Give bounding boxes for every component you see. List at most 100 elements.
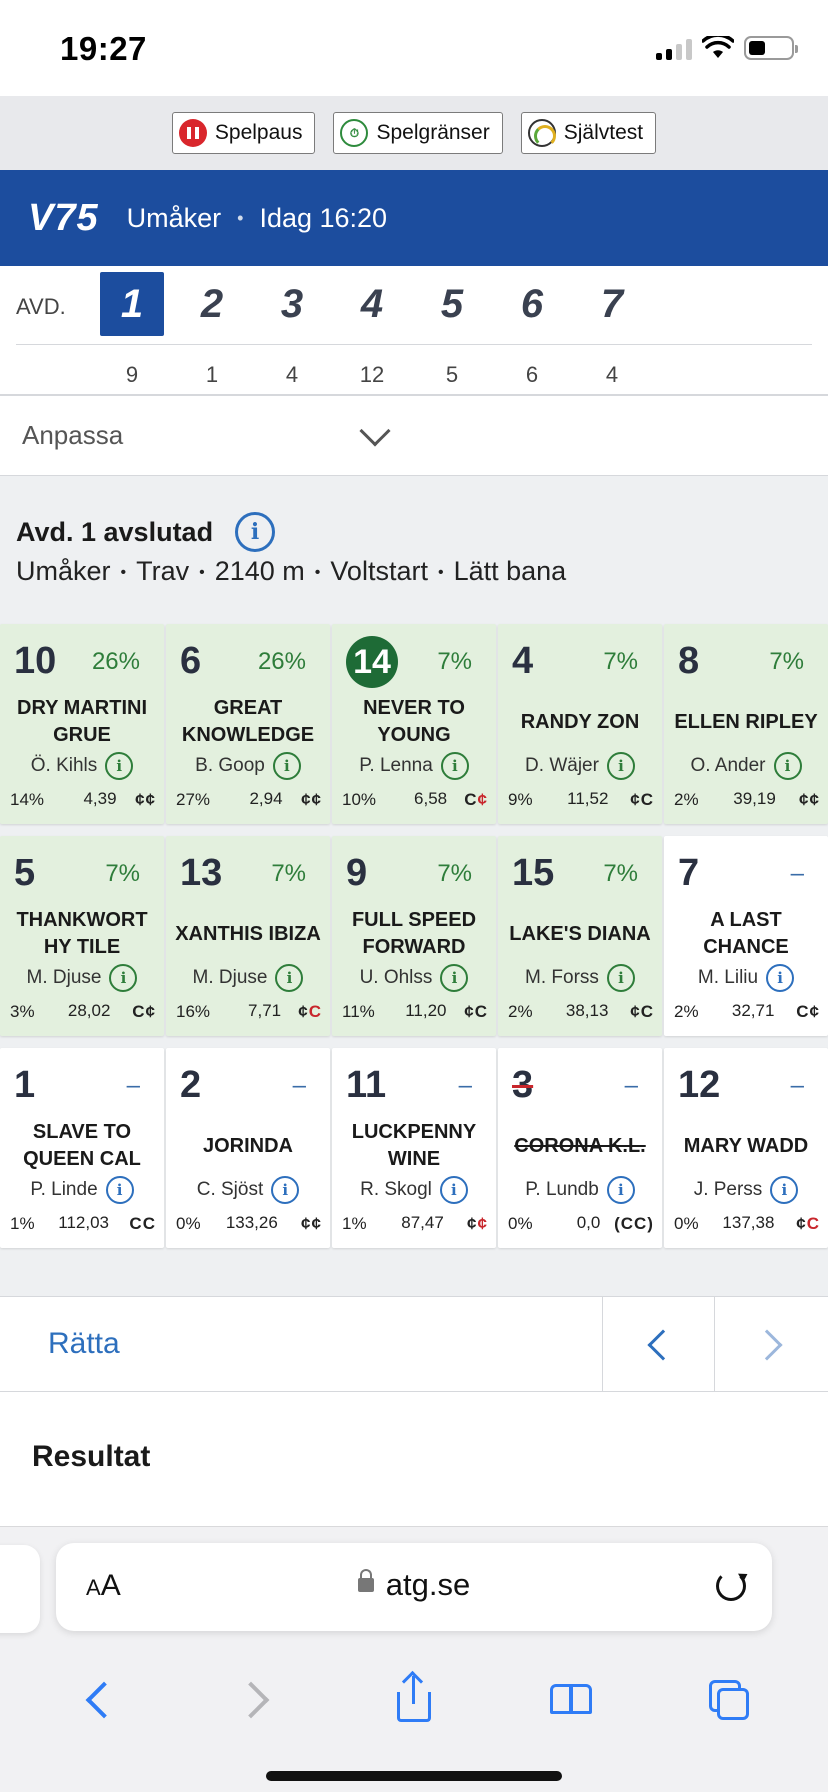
winner-start-number: 14 bbox=[346, 636, 398, 688]
driver-row: B. Goop i bbox=[166, 752, 330, 780]
start-number: 4 bbox=[512, 639, 534, 682]
info-icon[interactable]: i bbox=[272, 752, 301, 780]
limits-icon: ⏱ bbox=[340, 119, 369, 147]
info-icon[interactable]: i bbox=[770, 1176, 799, 1204]
sjalvtest-button[interactable]: Självtest bbox=[520, 112, 657, 154]
info-icon[interactable]: i bbox=[105, 752, 134, 780]
win-stat: 11% bbox=[342, 1002, 375, 1021]
url-display[interactable]: atg.se bbox=[56, 1567, 772, 1603]
reload-icon[interactable] bbox=[716, 1571, 746, 1601]
horse-card[interactable]: 11 – LUCKPENNY WINE R. Skogl i 1% 87,47 ¢¢ bbox=[332, 1048, 496, 1248]
spelpaus-label: Spelpaus bbox=[214, 121, 303, 144]
info-icon[interactable]: i bbox=[606, 1176, 635, 1204]
result-heading: Resultat bbox=[32, 1440, 151, 1473]
spelpaus-button[interactable]: Spelpaus bbox=[171, 112, 316, 154]
shoe-glyph: C bbox=[132, 1002, 146, 1021]
horse-card[interactable]: 12 – MARY WADD J. Perss i 0% 137,38 ¢C bbox=[664, 1048, 828, 1248]
horse-card[interactable]: 4 7% RANDY ZON D. Wäjer i 9% 11,52 ¢C bbox=[498, 624, 662, 824]
ratta-link[interactable]: Rätta bbox=[48, 1327, 120, 1360]
spelgranser-button[interactable]: ⏱ Spelgränser bbox=[333, 112, 503, 154]
chevron-down-icon bbox=[359, 415, 391, 447]
stats-row: 0% 137,38 ¢C bbox=[674, 1214, 820, 1234]
horse-card[interactable]: 15 7% LAKE'S DIANA M. Forss i 2% 38,13 ¢C bbox=[498, 836, 662, 1036]
info-icon[interactable]: i bbox=[275, 964, 304, 992]
tabs-icon[interactable] bbox=[699, 1670, 759, 1730]
horse-card[interactable]: 3 – CORONA K.L. P. Lundb i 0% 0,0 (CC) bbox=[498, 1048, 662, 1248]
start-number: 7 bbox=[678, 851, 700, 894]
chevron-left-icon bbox=[646, 1329, 679, 1361]
shoe-glyph: ¢ bbox=[467, 1214, 478, 1233]
info-icon[interactable]: i bbox=[606, 964, 635, 992]
driver-name: C. Sjöst bbox=[196, 1179, 264, 1200]
driver-row: M. Djuse i bbox=[166, 964, 330, 992]
race-meta-item: 2140 m bbox=[214, 556, 305, 586]
text-size-button[interactable]: AA bbox=[86, 1569, 121, 1602]
driver-name: M. Liliu bbox=[697, 967, 759, 988]
previous-button[interactable] bbox=[602, 1297, 714, 1393]
shoe-glyph: ¢ bbox=[311, 790, 322, 809]
shoe-glyph: ¢ bbox=[630, 790, 641, 809]
driver-name: R. Skogl bbox=[360, 1179, 432, 1200]
shoe-indicator: C¢ bbox=[796, 1002, 820, 1022]
info-icon[interactable]: i bbox=[773, 752, 802, 780]
share-icon[interactable] bbox=[384, 1670, 444, 1730]
horse-card[interactable]: 8 7% ELLEN RIPLEY O. Ander i 2% 39,19 ¢¢ bbox=[664, 624, 828, 824]
info-icon[interactable]: i bbox=[439, 1176, 468, 1204]
race-meta: Umåker • Trav • 2140 m • Voltstart • Lätt bana bbox=[16, 556, 566, 587]
info-icon[interactable]: i bbox=[109, 964, 138, 992]
info-icon[interactable]: i bbox=[766, 964, 795, 992]
shoe-indicator: ¢¢ bbox=[799, 790, 820, 810]
shoe-indicator: C¢ bbox=[132, 1002, 156, 1022]
win-stat: 2% bbox=[674, 1002, 699, 1021]
shoe-glyph: ¢ bbox=[809, 1002, 820, 1021]
info-icon[interactable]: i bbox=[105, 1176, 134, 1204]
driver-row: P. Lenna i bbox=[332, 752, 496, 780]
avd-count: 1 bbox=[205, 362, 219, 387]
horse-card[interactable]: 9 7% FULL SPEED FORWARD U. Ohlss i 11% 11,20 ¢C bbox=[332, 836, 496, 1036]
stats-row: 3% 28,02 C¢ bbox=[10, 1002, 156, 1022]
info-icon[interactable]: i bbox=[440, 964, 469, 992]
shoe-indicator: ¢¢ bbox=[135, 790, 156, 810]
avd-tab-4[interactable]: 4 12 bbox=[332, 272, 412, 388]
avd-number: 1 bbox=[100, 272, 164, 336]
shoe-glyph: C bbox=[474, 1002, 488, 1021]
chevron-right-icon bbox=[750, 1329, 783, 1361]
info-icon[interactable]: i bbox=[235, 512, 276, 552]
win-stat: 16% bbox=[176, 1002, 211, 1021]
horse-card[interactable]: 10 26% DRY MARTINI GRUE Ö. Kihls i 14% 4,39 ¢¢ bbox=[0, 624, 164, 824]
start-number: 5 bbox=[14, 851, 36, 894]
anpassa-dropdown[interactable]: Anpassa bbox=[0, 396, 828, 476]
address-bar[interactable]: AA atg.se bbox=[56, 1543, 772, 1631]
bookmarks-icon[interactable] bbox=[542, 1670, 602, 1730]
info-icon[interactable]: i bbox=[271, 1176, 300, 1204]
horse-card[interactable]: 7 – A LAST CHANCE M. Liliu i 2% 32,71 C¢ bbox=[664, 836, 828, 1036]
shoe-glyph: ¢ bbox=[301, 1214, 312, 1233]
info-icon[interactable]: i bbox=[606, 752, 635, 780]
bet-percentage: 7% bbox=[603, 860, 638, 887]
start-number: 9 bbox=[346, 851, 368, 894]
horse-card[interactable]: 1 – SLAVE TO QUEEN CAL P. Linde i 1% 112,03 CC bbox=[0, 1048, 164, 1248]
next-button[interactable] bbox=[714, 1297, 826, 1393]
shoe-glyph: ¢ bbox=[145, 790, 156, 809]
bet-percentage: – bbox=[126, 1072, 140, 1099]
odds: 0,0 bbox=[576, 1213, 601, 1232]
info-icon[interactable]: i bbox=[440, 752, 469, 780]
horse-name: A LAST CHANCE bbox=[703, 909, 789, 958]
forward-button[interactable] bbox=[226, 1670, 286, 1730]
horse-card[interactable]: 14 7% NEVER TO YOUNG P. Lenna i 10% 6,58 C¢ bbox=[332, 624, 496, 824]
stats-row: 0% 133,26 ¢¢ bbox=[176, 1214, 322, 1234]
driver-name: P. Linde bbox=[30, 1179, 98, 1200]
previous-tab-preview[interactable] bbox=[0, 1545, 40, 1633]
horse-card[interactable]: 6 26% GREAT KNOWLEDGE B. Goop i 27% 2,94 ¢¢ bbox=[166, 624, 330, 824]
horse-card[interactable]: 13 7% XANTHIS IBIZA M. Djuse i 16% 7,71 ¢C bbox=[166, 836, 330, 1036]
horse-card[interactable]: 2 – JORINDA C. Sjöst i 0% 133,26 ¢¢ bbox=[166, 1048, 330, 1248]
back-button[interactable] bbox=[69, 1670, 129, 1730]
odds: 28,02 bbox=[67, 1001, 111, 1020]
horse-card[interactable]: 5 7% THANKWORT HY TILE M. Djuse i 3% 28,02 C¢ bbox=[0, 836, 164, 1036]
